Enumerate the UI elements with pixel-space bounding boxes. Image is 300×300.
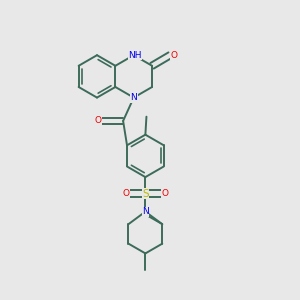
Text: O: O <box>170 51 177 60</box>
Text: S: S <box>142 189 149 199</box>
Text: N: N <box>142 207 149 216</box>
Text: N: N <box>130 93 137 102</box>
Text: O: O <box>122 189 129 198</box>
Text: O: O <box>162 189 169 198</box>
Text: O: O <box>94 116 101 125</box>
Text: NH: NH <box>128 51 142 60</box>
